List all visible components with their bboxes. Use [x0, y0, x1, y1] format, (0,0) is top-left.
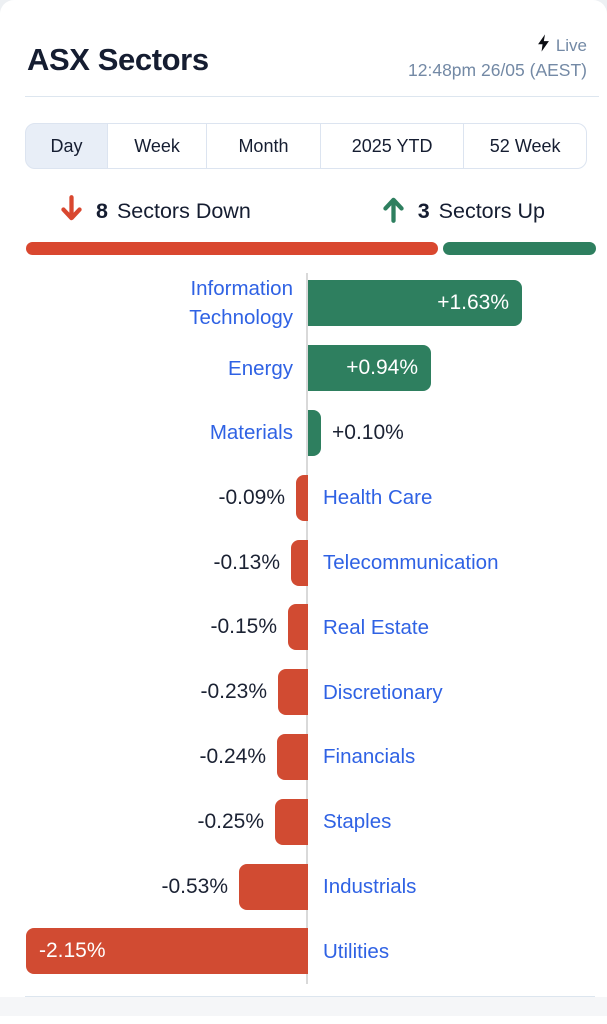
chart-row: -0.13% Telecommunication: [0, 530, 607, 595]
sector-bar: +1.63%: [308, 280, 522, 327]
row-left-zone: -0.53%: [0, 863, 308, 910]
row-right-zone: Real Estate: [308, 613, 607, 642]
row-left-zone: -0.23%: [0, 669, 308, 716]
sector-bar: [275, 798, 308, 845]
header: ASX Sectors Live 12:48pm 26/05 (AEST): [0, 0, 607, 81]
sector-value: +0.94%: [346, 356, 418, 380]
sector-label[interactable]: Information Technology: [189, 277, 293, 330]
sector-label[interactable]: Real Estate: [323, 615, 429, 639]
sector-label[interactable]: Industrials: [323, 875, 417, 899]
sector-value: -2.15%: [39, 939, 106, 963]
row-left-zone: Materials: [0, 418, 308, 447]
footer-strip: [0, 997, 607, 1016]
tab-month[interactable]: Month: [206, 123, 321, 169]
sector-value: -0.25%: [197, 809, 264, 833]
lightning-bolt-icon: [537, 34, 550, 57]
chart-row: -0.24% Financials: [0, 725, 607, 790]
live-block: Live 12:48pm 26/05 (AEST): [408, 34, 587, 81]
sector-label[interactable]: Utilities: [323, 939, 390, 963]
sector-label[interactable]: Discretionary: [323, 680, 443, 704]
chart-row: Information Technology +1.63%: [0, 271, 607, 336]
sector-label[interactable]: Financials: [323, 745, 416, 769]
sector-value: -0.09%: [218, 485, 285, 509]
row-right-zone: Staples: [308, 807, 607, 836]
row-right-zone: Health Care: [308, 483, 607, 512]
bottom-divider: [25, 996, 595, 997]
row-left-zone: -0.24%: [0, 733, 308, 780]
sector-label[interactable]: Staples: [323, 810, 392, 834]
chart-row: Materials +0.10%: [0, 401, 607, 466]
sectors-up-count: 3: [417, 199, 430, 223]
row-right-zone: Utilities: [308, 937, 607, 966]
timestamp: 12:48pm 26/05 (AEST): [408, 60, 587, 80]
sector-label[interactable]: Energy: [228, 356, 293, 380]
row-right-zone: +0.10%: [308, 409, 607, 456]
chart-row: -0.09% Health Care: [0, 465, 607, 530]
sector-bar-chart: Information Technology +1.63% Energy +0.94%…: [0, 271, 607, 984]
ratio-bar-up-segment: [442, 242, 596, 255]
chart-row: -0.23% Discretionary: [0, 660, 607, 725]
row-right-zone: Industrials: [308, 872, 607, 901]
period-tabs: Day Week Month 2025 YTD 52 Week: [25, 123, 587, 169]
sector-bar: [296, 474, 308, 521]
header-divider: [25, 96, 599, 97]
sector-label[interactable]: Materials: [209, 421, 293, 445]
live-label: Live: [555, 35, 587, 55]
chart-row: -2.15% Utilities: [0, 919, 607, 984]
sector-value: +0.10%: [332, 420, 404, 444]
row-right-zone: Discretionary: [308, 678, 607, 707]
down-up-ratio-bar: [26, 242, 596, 255]
sector-bar: -2.15%: [26, 928, 308, 975]
sector-value: +1.63%: [437, 291, 509, 315]
row-left-zone: -0.13%: [0, 539, 308, 586]
row-left-zone: -0.25%: [0, 798, 308, 845]
sectors-down-group: 8 Sectors Down: [58, 194, 251, 229]
tab-day[interactable]: Day: [25, 123, 109, 169]
up-arrow-icon: [380, 194, 407, 229]
sector-bar: [308, 409, 321, 456]
row-left-zone: -0.15%: [0, 604, 308, 651]
chart-row: -0.53% Industrials: [0, 854, 607, 919]
row-left-zone: -2.15%: [0, 928, 308, 975]
sector-label[interactable]: Health Care: [323, 486, 433, 510]
sector-value: -0.23%: [200, 680, 267, 704]
row-right-zone: Telecommunication: [308, 548, 607, 577]
tab-week[interactable]: Week: [107, 123, 208, 169]
sectors-up-text: 3 Sectors Up: [418, 199, 545, 224]
row-right-zone: Financials: [308, 742, 607, 771]
row-right-zone: +0.94%: [308, 345, 607, 392]
sector-value: -0.15%: [210, 615, 277, 639]
sector-bar: +0.94%: [308, 345, 431, 392]
row-left-zone: Information Technology: [0, 274, 308, 332]
down-arrow-icon: [58, 194, 85, 229]
sectors-up-label: Sectors Up: [438, 199, 545, 223]
chart-row: Energy +0.94%: [0, 336, 607, 401]
sectors-down-count: 8: [96, 199, 108, 223]
ratio-bar-down-segment: [26, 242, 438, 255]
sectors-down-text: 8 Sectors Down: [96, 199, 251, 224]
sector-value: -0.53%: [161, 874, 228, 898]
chart-row: -0.25% Staples: [0, 789, 607, 854]
sector-bar: [288, 604, 308, 651]
sector-bar: [278, 669, 308, 716]
page-title: ASX Sectors: [27, 42, 209, 77]
sector-label[interactable]: Telecommunication: [323, 551, 499, 575]
sector-value: -0.13%: [213, 550, 280, 574]
row-right-zone: +1.63%: [308, 280, 607, 327]
tab-2025-ytd[interactable]: 2025 YTD: [319, 123, 465, 169]
summary-row: 8 Sectors Down 3 Sectors Up: [0, 194, 607, 229]
live-row: Live: [408, 34, 587, 57]
row-left-zone: -0.09%: [0, 474, 308, 521]
tab-52-week[interactable]: 52 Week: [463, 123, 587, 169]
row-left-zone: Energy: [0, 354, 308, 383]
sector-value: -0.24%: [199, 744, 266, 768]
sector-bar: [291, 539, 308, 586]
sector-bar: [239, 863, 308, 910]
sector-bar: [277, 733, 308, 780]
sectors-down-label: Sectors Down: [116, 199, 251, 223]
sectors-up-group: 3 Sectors Up: [380, 194, 545, 229]
chart-row: -0.15% Real Estate: [0, 595, 607, 660]
